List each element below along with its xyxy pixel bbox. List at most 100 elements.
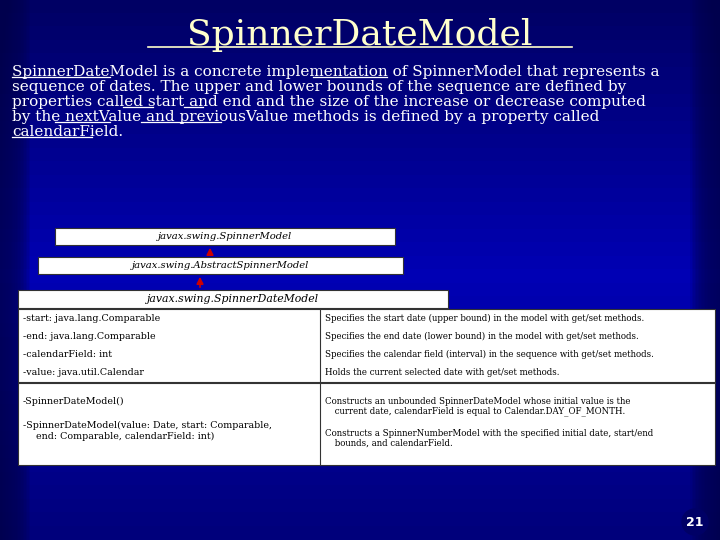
Bar <box>693 0 720 540</box>
Bar <box>320 309 715 382</box>
Bar <box>0 0 30 540</box>
Bar <box>0 363 720 378</box>
Bar <box>0 512 720 526</box>
Bar <box>0 0 17 540</box>
Bar <box>0 269 720 284</box>
Bar <box>0 0 720 14</box>
Bar <box>719 0 720 540</box>
Bar <box>717 0 720 540</box>
Bar <box>711 0 720 540</box>
Bar <box>716 0 720 540</box>
Bar <box>0 282 720 297</box>
Bar <box>695 0 720 540</box>
Bar <box>709 0 720 540</box>
Bar <box>0 0 11 540</box>
Bar <box>18 309 448 382</box>
Bar <box>0 201 720 216</box>
Bar <box>0 120 720 135</box>
Bar <box>0 404 720 418</box>
Bar <box>0 12 720 27</box>
Bar <box>701 0 720 540</box>
Bar <box>18 290 448 308</box>
Bar <box>699 0 720 540</box>
Bar <box>0 107 720 122</box>
Text: SpinnerDateModel is a concrete implementation of SpinnerModel that represents a: SpinnerDateModel is a concrete implement… <box>12 65 660 79</box>
Text: javax.swing.AbstractSpinnerModel: javax.swing.AbstractSpinnerModel <box>132 261 309 270</box>
Bar <box>0 471 720 486</box>
Bar <box>0 188 720 202</box>
Bar <box>698 0 720 540</box>
Text: Holds the current selected date with get/set methods.: Holds the current selected date with get… <box>325 368 559 377</box>
Bar <box>0 390 720 405</box>
Text: Constructs an unbounded SpinnerDateModel whose initial value is the: Constructs an unbounded SpinnerDateModel… <box>325 396 631 406</box>
Bar <box>0 93 720 108</box>
Bar <box>702 0 720 540</box>
Bar <box>0 215 720 230</box>
Bar <box>0 0 12 540</box>
Circle shape <box>682 509 708 535</box>
Text: end: Comparable, calendarField: int): end: Comparable, calendarField: int) <box>30 431 215 441</box>
Bar <box>0 0 6 540</box>
Text: properties called start and end and the size of the increase or decrease compute: properties called start and end and the … <box>12 95 646 109</box>
Bar <box>0 0 18 540</box>
Bar <box>0 174 720 189</box>
Bar <box>0 0 9 540</box>
Bar <box>0 53 720 68</box>
Text: -calendarField: int: -calendarField: int <box>23 350 112 359</box>
Bar <box>0 39 720 54</box>
Bar <box>0 323 720 338</box>
Bar <box>706 0 720 540</box>
Bar <box>38 257 403 274</box>
Bar <box>0 0 3 540</box>
Bar <box>0 525 720 540</box>
Bar <box>708 0 720 540</box>
Bar <box>0 444 720 459</box>
Bar <box>0 431 720 445</box>
Bar <box>713 0 720 540</box>
Bar <box>0 147 720 162</box>
Bar <box>0 296 720 310</box>
Text: javax.swing.SpinnerDateModel: javax.swing.SpinnerDateModel <box>147 294 319 304</box>
Bar <box>0 309 720 324</box>
Text: -SpinnerDateModel(): -SpinnerDateModel() <box>23 396 125 406</box>
Bar <box>690 0 720 540</box>
Bar <box>0 350 720 364</box>
Bar <box>0 0 21 540</box>
Text: current date, calendarField is equal to Calendar.DAY_OF_MONTH.: current date, calendarField is equal to … <box>332 406 625 416</box>
Bar <box>0 485 720 500</box>
Bar <box>703 0 720 540</box>
Bar <box>55 228 395 245</box>
Text: Specifies the start date (upper bound) in the model with get/set methods.: Specifies the start date (upper bound) i… <box>325 314 644 323</box>
Bar <box>705 0 720 540</box>
Bar <box>0 0 1 540</box>
Bar <box>0 377 720 392</box>
Text: Specifies the calendar field (interval) in the sequence with get/set methods.: Specifies the calendar field (interval) … <box>325 350 654 359</box>
Bar <box>0 0 22 540</box>
Bar <box>0 0 25 540</box>
Text: -SpinnerDateModel(value: Date, start: Comparable,: -SpinnerDateModel(value: Date, start: Co… <box>23 421 272 429</box>
Bar <box>0 242 720 256</box>
Bar <box>0 26 720 40</box>
Bar <box>320 383 715 465</box>
Bar <box>714 0 720 540</box>
Bar <box>0 0 4 540</box>
Text: -end: java.lang.Comparable: -end: java.lang.Comparable <box>23 332 156 341</box>
Bar <box>0 0 27 540</box>
Bar <box>0 161 720 176</box>
Text: -value: java.util.Calendar: -value: java.util.Calendar <box>23 368 144 377</box>
Bar <box>0 0 14 540</box>
Bar <box>0 0 7 540</box>
Text: bounds, and calendarField.: bounds, and calendarField. <box>332 438 453 448</box>
Bar <box>0 0 24 540</box>
Bar <box>0 134 720 148</box>
Text: sequence of dates. The upper and lower bounds of the sequence are defined by: sequence of dates. The upper and lower b… <box>12 80 626 94</box>
Bar <box>0 336 720 351</box>
Text: javax.swing.SpinnerModel: javax.swing.SpinnerModel <box>158 232 292 241</box>
Bar <box>0 0 15 540</box>
Text: Specifies the end date (lower bound) in the model with get/set methods.: Specifies the end date (lower bound) in … <box>325 332 639 341</box>
Bar <box>0 66 720 81</box>
Bar <box>0 498 720 513</box>
Bar <box>0 255 720 270</box>
Bar <box>696 0 720 540</box>
Text: -start: java.lang.Comparable: -start: java.lang.Comparable <box>23 314 161 322</box>
